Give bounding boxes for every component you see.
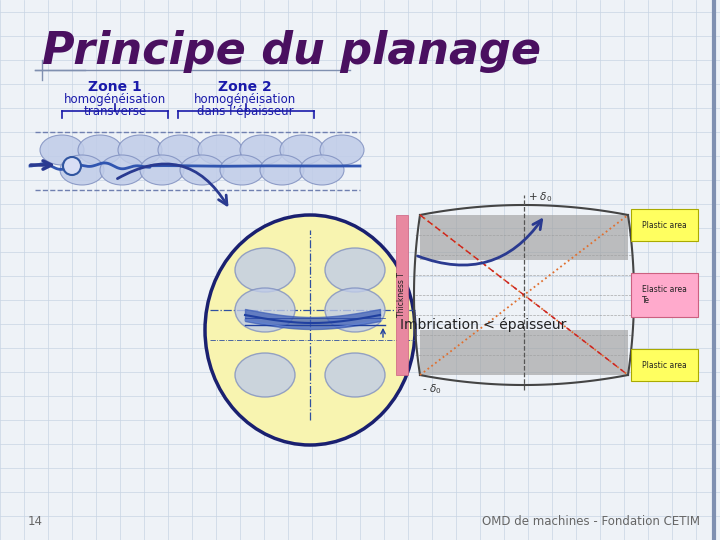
Text: Elastic area
Te: Elastic area Te [642,285,687,305]
Ellipse shape [325,353,385,397]
Ellipse shape [235,353,295,397]
Text: 14: 14 [28,515,43,528]
Polygon shape [420,215,628,260]
Text: transverse: transverse [84,105,147,118]
Polygon shape [420,330,628,375]
Ellipse shape [205,215,415,445]
Ellipse shape [78,135,122,165]
Ellipse shape [300,155,344,185]
Text: Imbrication < épaisseur: Imbrication < épaisseur [400,318,567,332]
Ellipse shape [260,155,304,185]
Polygon shape [396,215,408,375]
Ellipse shape [158,135,202,165]
Text: + $\delta_0$: + $\delta_0$ [528,190,552,204]
Text: dans l’épaisseur: dans l’épaisseur [197,105,293,118]
Circle shape [63,157,81,175]
Ellipse shape [325,288,385,332]
Ellipse shape [320,135,364,165]
Text: Plastic area: Plastic area [642,220,687,230]
Ellipse shape [140,155,184,185]
Text: Principe du planage: Principe du planage [42,30,541,73]
Ellipse shape [235,288,295,332]
Text: Zone 2: Zone 2 [218,80,272,94]
Ellipse shape [180,155,224,185]
Ellipse shape [118,135,162,165]
Ellipse shape [325,248,385,292]
Text: - $\delta_0$: - $\delta_0$ [422,382,441,396]
Ellipse shape [220,155,264,185]
Ellipse shape [100,155,144,185]
Text: Thickness T: Thickness T [397,273,407,318]
Text: OMD de machines - Fondation CETIM: OMD de machines - Fondation CETIM [482,515,700,528]
Ellipse shape [198,135,242,165]
Ellipse shape [235,248,295,292]
Ellipse shape [60,155,104,185]
Ellipse shape [40,135,84,165]
Text: homogénéisation: homogénéisation [64,93,166,106]
Ellipse shape [280,135,324,165]
Ellipse shape [240,135,284,165]
Text: Zone 1: Zone 1 [88,80,142,94]
Text: Plastic area: Plastic area [642,361,687,369]
Text: homogénéisation: homogénéisation [194,93,296,106]
